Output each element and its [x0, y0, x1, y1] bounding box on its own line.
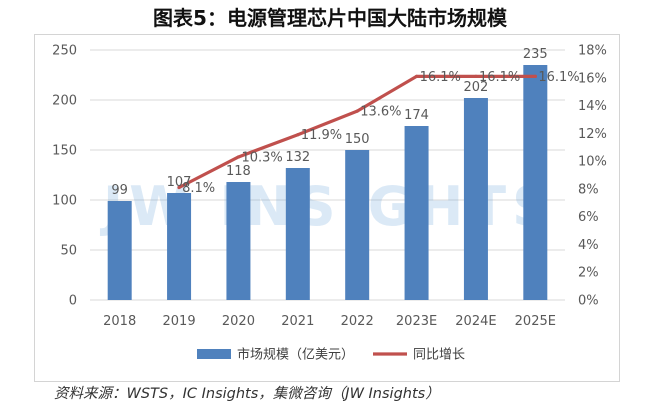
bar-value-label: 150 [345, 132, 370, 147]
line-value-label: 16.1% [420, 70, 461, 85]
y2-tick-label: 18% [578, 44, 607, 59]
y-tick-label: 200 [52, 94, 77, 109]
line-value-label: 8.1% [182, 181, 215, 196]
line-point [474, 74, 478, 78]
y-tick-label: 0 [69, 294, 77, 309]
y-tick-label: 150 [52, 144, 77, 159]
bar-value-label: 99 [111, 183, 128, 198]
line-point [236, 155, 241, 159]
legend-label-bar: 市场规模（亿美元） [237, 347, 354, 363]
x-tick-label: 2023E [396, 314, 437, 329]
line-value-label: 11.9% [301, 128, 342, 143]
bar [226, 182, 251, 300]
bar-value-label: 174 [404, 108, 429, 123]
bar [463, 98, 488, 300]
y2-tick-label: 10% [578, 155, 607, 170]
bar-value-label: 202 [464, 80, 489, 95]
bar-value-label: 118 [226, 164, 251, 179]
bar-value-label: 132 [285, 150, 310, 165]
x-tick-label: 2019 [163, 314, 196, 329]
y2-tick-label: 4% [578, 238, 599, 253]
x-tick-label: 2024E [455, 314, 496, 329]
line-series [177, 74, 537, 190]
legend-swatch-bar [197, 349, 231, 359]
legend: 市场规模（亿美元） 同比增长 [197, 347, 465, 363]
bar-series [107, 65, 548, 300]
y-tick-label: 100 [52, 194, 77, 209]
line-point [355, 109, 359, 113]
bar [345, 150, 370, 300]
line-point [177, 185, 181, 190]
x-tick-label: 2021 [281, 314, 314, 329]
x-tick-label: 2020 [222, 314, 255, 329]
bar [285, 168, 310, 300]
chart-frame [34, 34, 620, 382]
line-value-label: 16.1% [479, 70, 520, 85]
y2-tick-label: 2% [578, 266, 599, 281]
y2-tick-label: 8% [578, 182, 599, 197]
y2-tick-label: 0% [578, 294, 599, 309]
x-tick-label: 2022 [341, 314, 374, 329]
source-note: 资料来源：WSTS，IC Insights，集微咨询（JW Insights） [54, 386, 440, 402]
y2-tick-label: 16% [578, 71, 607, 86]
y-tick-label: 50 [60, 244, 77, 259]
line-point [533, 74, 537, 78]
line-value-label: 10.3% [241, 150, 282, 165]
data-labels: 99 107 118 132 150 174 202 235 8.1% 10.3% 11.9% 13.… [111, 47, 579, 198]
line-value-label: 13.6% [360, 105, 401, 120]
bar [107, 201, 132, 300]
y2-tick-label: 14% [578, 99, 607, 114]
y2-tick-label: 12% [578, 127, 607, 142]
bar-value-label: 107 [167, 175, 192, 190]
line-value-label: 16.1% [538, 70, 579, 85]
y-tick-label: 250 [52, 44, 77, 59]
chart-title: 图表5：电源管理芯片中国大陆市场规模 [153, 6, 507, 30]
bar [523, 65, 548, 300]
line-point [296, 133, 300, 137]
axes: 0 50 100 150 200 250 0% 2% 4% 6% 8% 10% 12% 14% 16% 18%… [52, 44, 607, 330]
y2-tick-label: 6% [578, 210, 599, 225]
line-point [414, 74, 419, 78]
bar [167, 193, 192, 300]
x-tick-label: 2018 [103, 314, 136, 329]
bar [404, 126, 429, 300]
bar-value-label: 235 [523, 47, 548, 62]
x-tick-label: 2025E [515, 314, 556, 329]
legend-label-line: 同比增长 [413, 348, 465, 363]
